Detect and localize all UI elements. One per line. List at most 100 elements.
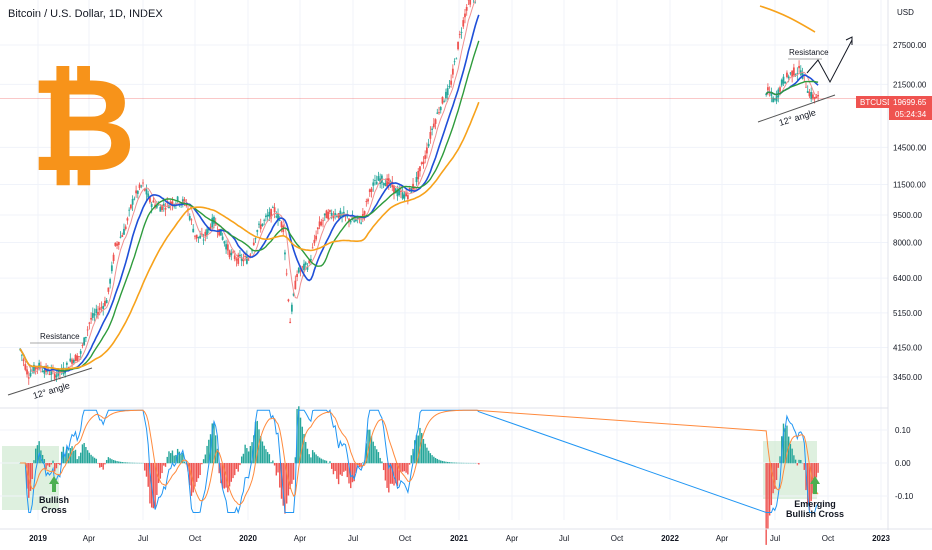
angle-label-right: 12° angle (778, 107, 817, 128)
candle-body (323, 213, 326, 216)
macd-histogram-bar (311, 450, 314, 464)
candle-body (320, 221, 323, 226)
candle-body (242, 258, 245, 262)
candle-body (124, 226, 127, 230)
candle-body (303, 263, 305, 271)
countdown-label: 05:24:34 (895, 110, 927, 119)
candle-body (225, 244, 228, 250)
candle-body (772, 97, 775, 103)
macd-histogram-bar (365, 443, 368, 464)
macd-histogram-bar (240, 456, 243, 464)
candle-body (251, 250, 253, 252)
candle-body (448, 86, 451, 88)
macd-histogram-bar (163, 463, 165, 466)
bullish-cross-label: Bullish (39, 495, 69, 505)
candle-body (244, 256, 247, 257)
candle-body (791, 70, 794, 77)
candle-body (436, 112, 439, 114)
macd-histogram-bar (235, 463, 238, 469)
macd-histogram-bar (71, 446, 73, 464)
candle-body (206, 229, 208, 236)
candle-body (268, 211, 271, 217)
macd-histogram-bar (353, 463, 355, 482)
macd-histogram-bar (118, 461, 120, 464)
candle-body (365, 201, 368, 202)
candle-body (24, 364, 27, 370)
candle-body (403, 194, 406, 199)
ma-green-line (765, 80, 819, 96)
macd-histogram-bar (438, 459, 440, 464)
macd-histogram-bar (381, 461, 383, 464)
candle-body (284, 252, 286, 255)
candle-body (361, 214, 364, 217)
candle-body (453, 61, 456, 63)
macd-histogram-bar (379, 457, 381, 464)
candle-body (315, 235, 318, 240)
candle-body (190, 219, 193, 221)
macd-histogram-bar (372, 441, 374, 464)
candle-body (121, 235, 124, 237)
macd-histogram-bar (60, 451, 63, 464)
macd-histogram-bar (260, 436, 262, 464)
candle-body (798, 65, 800, 69)
macd-histogram-bar (313, 452, 316, 464)
macd-histogram-bar (55, 463, 58, 469)
macd-histogram-bar (67, 453, 70, 464)
macd-histogram-bar (263, 445, 265, 464)
candle-body (159, 206, 162, 212)
macd-histogram-bar (337, 463, 340, 485)
candle-body (194, 235, 196, 237)
macd-histogram-bar (280, 463, 283, 499)
macd-histogram-bar (787, 436, 790, 464)
macd-histogram-bar (52, 460, 54, 464)
macd-histogram-bar (429, 453, 432, 464)
candle-body (65, 362, 68, 365)
y-tick-label: 6400.00 (893, 274, 922, 283)
bullish-cross-label: Cross (41, 505, 67, 515)
candle-body (445, 91, 447, 99)
candle-body (422, 161, 425, 165)
candle-body (72, 359, 75, 363)
macd-histogram-bar (348, 463, 350, 484)
macd-histogram-bar (284, 463, 286, 514)
candle-body (50, 370, 53, 375)
macd-histogram-bar (344, 463, 347, 471)
candle-body (432, 123, 435, 128)
macd-histogram-bar (126, 462, 129, 464)
macd-histogram-bar (382, 463, 385, 471)
candle-body (79, 351, 82, 354)
macd-histogram-bar (478, 463, 480, 465)
macd-histogram-bar (66, 446, 68, 464)
macd-histogram-bar (775, 463, 778, 481)
x-tick-label: Oct (399, 534, 412, 543)
macd-histogram-bar (299, 417, 302, 464)
macd-histogram-bar (175, 454, 177, 464)
macd-histogram-bar (43, 459, 46, 464)
candle-body (289, 321, 292, 324)
macd-histogram-bar (194, 463, 196, 487)
candle-body (266, 214, 269, 217)
candle-body (197, 236, 200, 238)
candle-body (301, 266, 304, 268)
candle-body (176, 196, 179, 201)
candle-body (446, 88, 449, 96)
macd-histogram-bar (393, 463, 395, 486)
candle-body (105, 300, 108, 304)
candle-body (34, 367, 37, 370)
macd-histogram-bar (154, 463, 156, 509)
macd-histogram-bar (74, 449, 77, 464)
macd-histogram-bar (223, 463, 226, 489)
macd-histogram-bar (808, 463, 811, 511)
candle-body (258, 223, 260, 225)
macd-tick-label: 0.00 (895, 459, 911, 468)
macd-histogram-bar (170, 453, 172, 464)
macd-histogram-bar (417, 435, 419, 464)
candle-body (415, 177, 418, 183)
candle-body (346, 215, 349, 217)
candle-body (275, 216, 278, 218)
macd-histogram-bar (346, 463, 348, 478)
macd-histogram-bar (403, 463, 406, 472)
candle-body (394, 188, 397, 194)
macd-histogram-bar (815, 463, 818, 478)
